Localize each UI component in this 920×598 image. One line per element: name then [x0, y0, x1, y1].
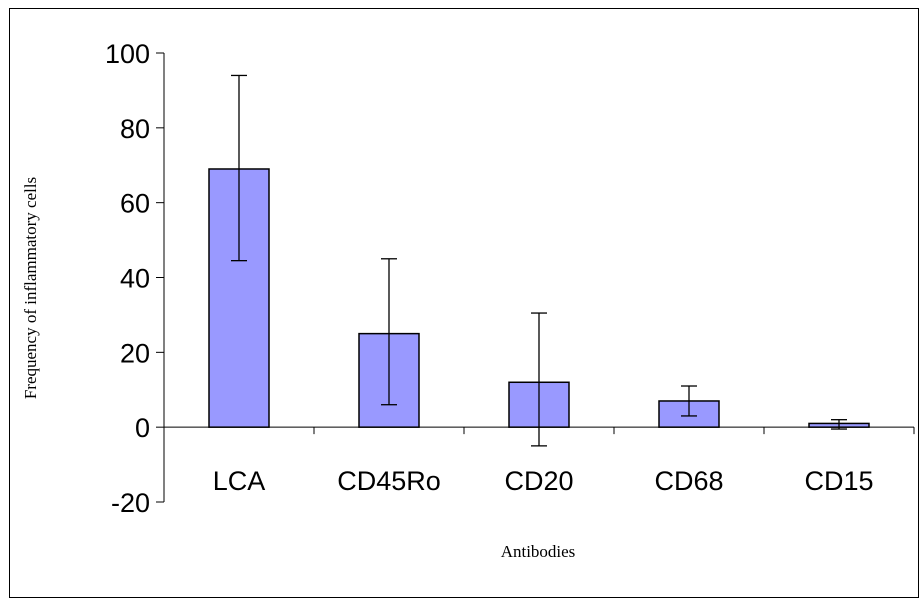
y-tick-label: 100 — [105, 39, 150, 69]
category-label: CD15 — [804, 466, 873, 496]
y-tick-label: 40 — [120, 264, 150, 294]
chart-frame — [9, 8, 919, 598]
category-label: CD20 — [504, 466, 573, 496]
y-tick-label: 60 — [120, 189, 150, 219]
x-axis-title: Antibodies — [501, 542, 576, 561]
error-bars — [231, 74, 847, 447]
y-axis-title: Frequency of inflammatory cells — [21, 177, 40, 399]
y-tick-label: 0 — [135, 413, 150, 443]
y-tick-label: 20 — [120, 338, 150, 368]
y-axis: -20 0 20 40 60 80 100 — [105, 39, 165, 518]
bars — [208, 168, 870, 428]
category-label: LCA — [213, 466, 266, 496]
category-label: CD68 — [654, 466, 723, 496]
y-tick-label: 80 — [120, 114, 150, 144]
category-labels: LCA CD45Ro CD20 CD68 CD15 — [213, 466, 874, 496]
y-tick-label: -20 — [111, 488, 150, 518]
category-label: CD45Ro — [337, 466, 441, 496]
